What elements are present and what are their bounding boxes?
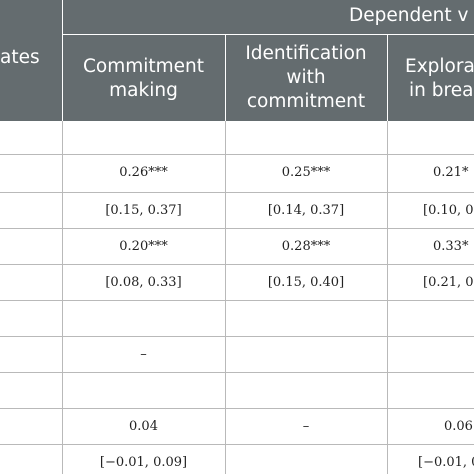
table-cell: 0.20*** [119, 239, 168, 254]
row-divider [0, 336, 474, 337]
header-divider [225, 34, 226, 121]
table-cell: [0.15, 0.37] [105, 203, 182, 218]
table-cell: 0.21* [433, 165, 469, 180]
dependent-variables-header: Dependent v [349, 5, 469, 26]
table-cell: [0.21, 0 [423, 275, 474, 290]
table-cell: 0.25*** [281, 165, 331, 180]
row-divider [0, 372, 474, 373]
header-divider [62, 34, 474, 35]
table-cell: [0.10, 0 [423, 203, 474, 218]
stub-header-label: ates [0, 47, 40, 68]
table-cell: [0.15, 0.40] [267, 275, 345, 290]
table-cell: – [302, 419, 310, 434]
table-cell: [−0.01, 0.09] [99, 455, 188, 470]
column-divider [387, 121, 388, 474]
table-cell: [0.14, 0.37] [267, 203, 345, 218]
table-header: ates Dependent v Commitment making Ident… [0, 0, 474, 121]
row-divider [0, 300, 474, 301]
table-cell: [0.08, 0.33] [105, 275, 182, 290]
row-divider [0, 154, 474, 155]
row-divider [0, 192, 474, 193]
column-divider [62, 121, 63, 474]
table-cell: 0.28*** [281, 239, 331, 254]
header-divider [387, 34, 388, 121]
row-divider [0, 444, 474, 445]
header-divider [62, 0, 63, 121]
table-cell: 0.06 [444, 419, 473, 434]
table-cell: 0.04 [129, 419, 158, 434]
row-divider [0, 408, 474, 409]
column-divider [225, 121, 226, 474]
table-cell: 0.33* [433, 239, 469, 254]
table-cell: 0.26*** [119, 165, 168, 180]
table-cell: [−0.01, 0 [418, 455, 474, 470]
row-divider [0, 264, 474, 265]
table-cell: – [140, 347, 147, 362]
row-divider [0, 228, 474, 229]
